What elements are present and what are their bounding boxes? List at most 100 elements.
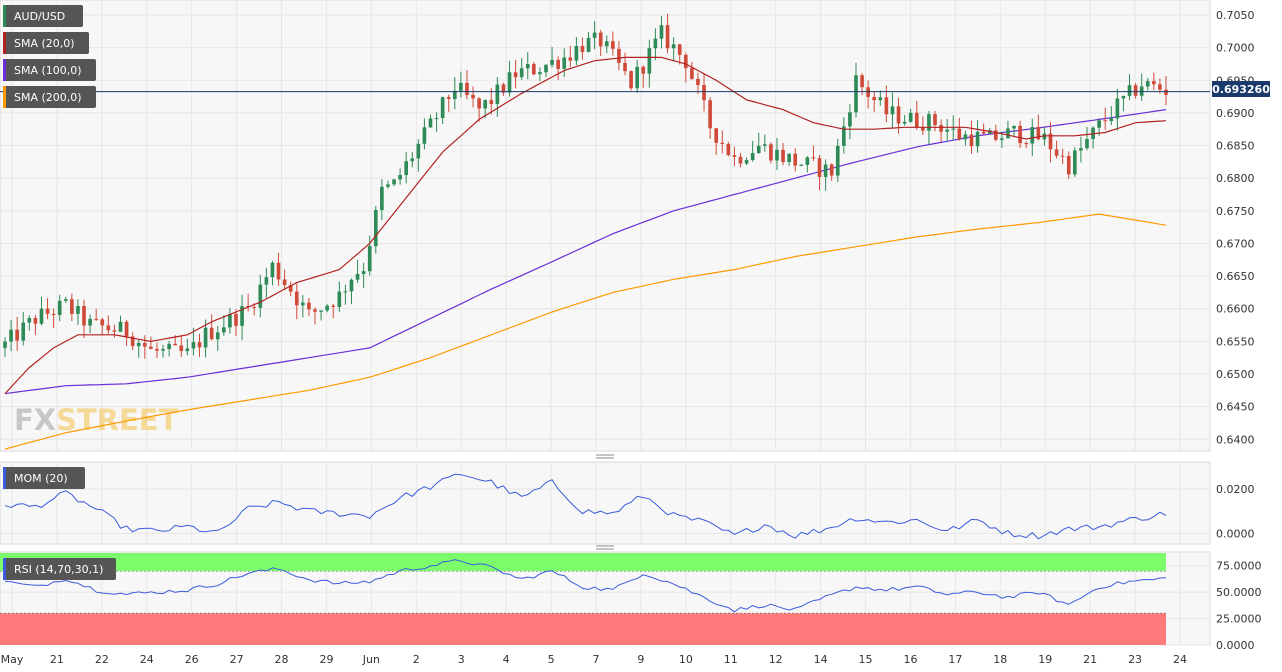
candle-body [574, 46, 579, 61]
symbol-label: AUD/USD [14, 10, 65, 23]
candle [459, 71, 463, 98]
candle [1085, 126, 1089, 151]
candle [483, 99, 488, 118]
candle [313, 307, 317, 325]
candle-body [155, 348, 159, 351]
candle-body [209, 327, 214, 340]
x-tick-label: 12 [769, 653, 783, 666]
x-tick-label: 21 [1083, 653, 1097, 666]
candle-body [1115, 98, 1120, 119]
sma-200-path [4, 213, 1167, 450]
candle [343, 284, 348, 305]
candle [981, 123, 986, 135]
legend-symbol[interactable]: AUD/USD [3, 5, 83, 27]
candle-body [817, 158, 822, 177]
panel-splitter-1[interactable] [596, 454, 614, 459]
candle-body [659, 25, 664, 39]
candle [361, 262, 366, 288]
candle [690, 61, 694, 80]
legend-sma-200[interactable]: SMA (200,0) [3, 86, 96, 108]
candle [465, 70, 469, 100]
candle-body [811, 157, 816, 159]
candle-body [1072, 150, 1077, 175]
candle [422, 118, 427, 150]
legend-sma-20[interactable]: SMA (20,0) [3, 32, 89, 54]
candle-body [94, 318, 99, 320]
candle [88, 314, 92, 334]
candle-body [805, 157, 810, 165]
candle-body [228, 313, 232, 328]
y-tick-main: 0.6600 [1216, 303, 1255, 316]
candle-body [258, 284, 263, 308]
candle-body [902, 121, 907, 124]
candle-body [428, 118, 433, 128]
candle-body [562, 57, 567, 69]
candle-body [477, 98, 481, 109]
candle [501, 82, 506, 96]
candle [696, 72, 700, 95]
candle-body [532, 64, 536, 75]
candle [708, 97, 712, 139]
candle-body [860, 75, 864, 88]
legend-momentum[interactable]: MOM (20) [3, 467, 85, 489]
candle-body [556, 59, 560, 69]
candle-body [1133, 85, 1138, 96]
candle [562, 48, 567, 78]
candle [124, 319, 129, 346]
candle [1018, 120, 1022, 148]
candle-body [33, 317, 38, 324]
candle-body [908, 112, 913, 122]
candle-body [835, 145, 840, 176]
candle-body [738, 156, 743, 164]
candle [410, 152, 415, 168]
candle [258, 274, 263, 318]
candle-body [142, 342, 147, 347]
candle [623, 52, 627, 76]
main-panel [0, 0, 1211, 452]
legend-rsi[interactable]: RSI (14,70,30,1) [3, 558, 116, 580]
candle-body [641, 66, 646, 74]
candle [1079, 136, 1083, 163]
candle [100, 318, 105, 336]
candle-body [203, 327, 208, 348]
legend-sma-100[interactable]: SMA (100,0) [3, 59, 96, 81]
candle [1066, 151, 1071, 179]
candle [428, 114, 433, 128]
candle [373, 205, 378, 254]
candle [270, 260, 275, 286]
candle [568, 45, 573, 67]
candle-body [635, 66, 639, 89]
sma-20-line [4, 56, 1167, 395]
candle [63, 296, 68, 304]
candle-body [82, 305, 86, 326]
candle [1012, 125, 1016, 138]
candle [386, 180, 390, 189]
candle-body [1048, 133, 1053, 150]
candle [112, 324, 117, 338]
candle-body [1158, 84, 1162, 90]
x-tick-label: 16 [903, 653, 917, 666]
candle [234, 309, 238, 336]
candle-body [45, 308, 50, 314]
x-tick-label: 23 [1128, 653, 1142, 666]
y-tick-main: 0.6550 [1216, 335, 1255, 348]
candle-body [118, 321, 123, 332]
candle [215, 325, 220, 351]
panel-splitter-2[interactable] [596, 545, 614, 550]
candle-body [70, 299, 74, 314]
x-tick-label: 22 [95, 653, 109, 666]
x-tick-label: 18 [993, 653, 1007, 666]
candle [33, 314, 38, 336]
candle-body [240, 306, 244, 326]
candle-body [173, 343, 178, 346]
candle-body [914, 112, 919, 128]
y-tick-main: 0.6900 [1216, 107, 1255, 120]
candle-body [787, 153, 791, 162]
candle-body [501, 84, 506, 93]
candle-body [951, 128, 956, 130]
candle [750, 140, 755, 162]
y-tick-main: 0.6450 [1216, 401, 1255, 414]
rsi-label: RSI (14,70,30,1) [14, 563, 103, 576]
candle-body [331, 305, 336, 307]
candle [167, 340, 171, 357]
